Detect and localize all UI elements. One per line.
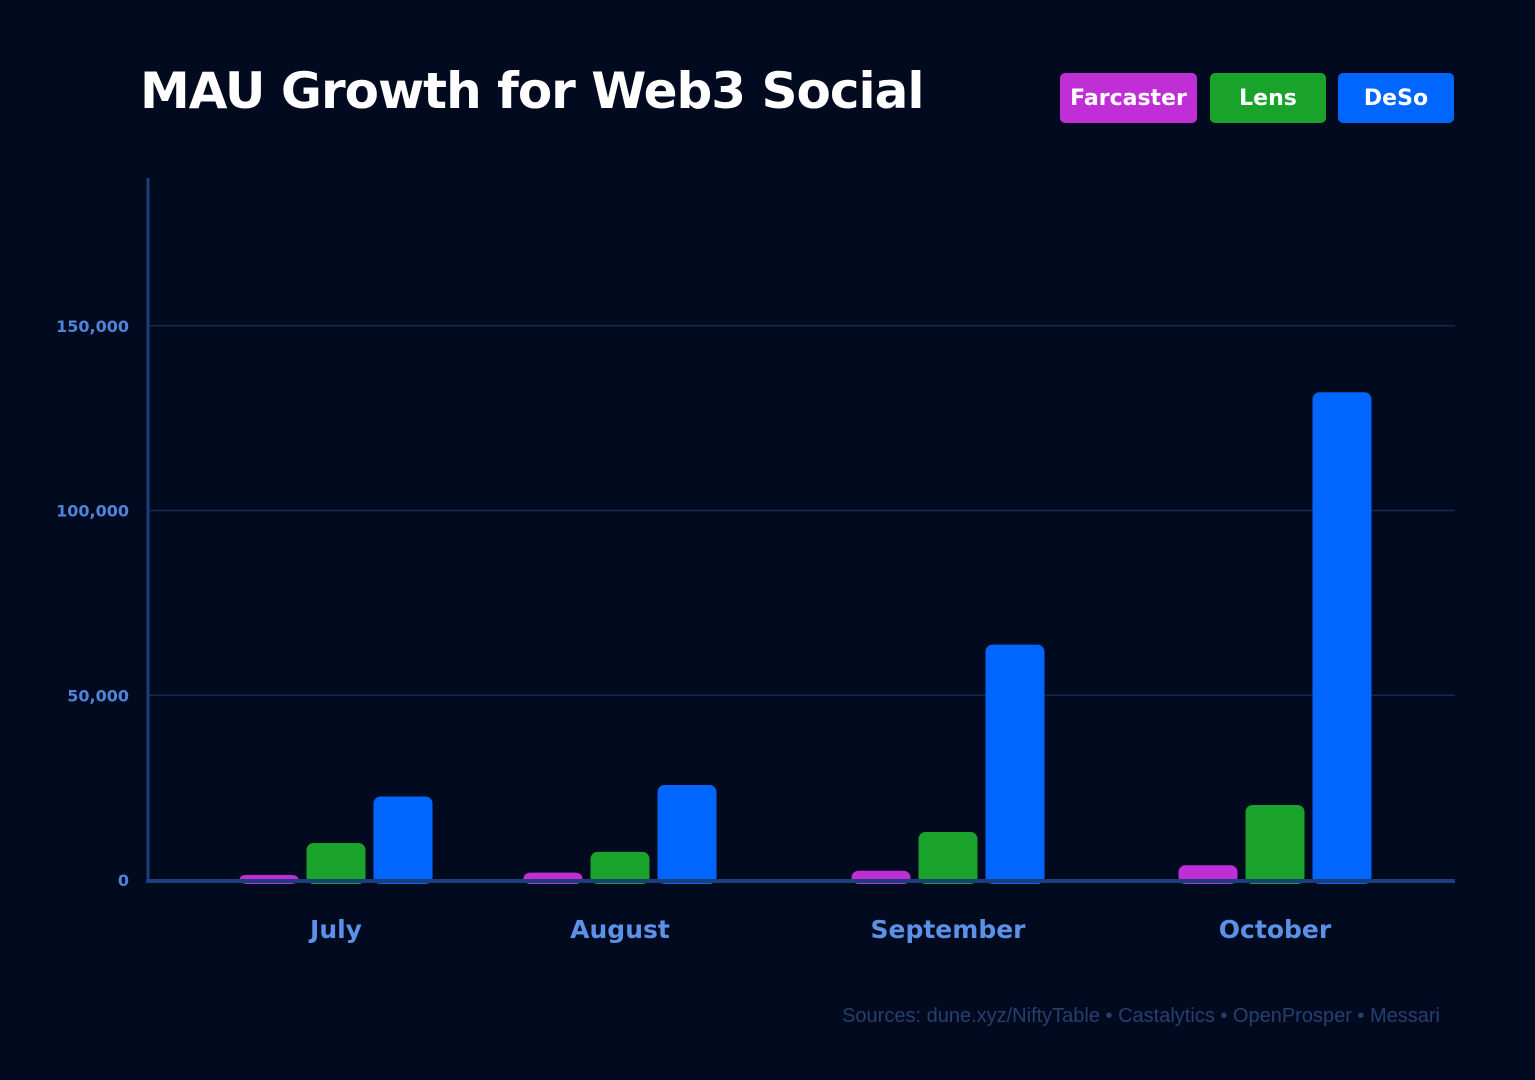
chart-title: MAU Growth for Web3 Social — [140, 62, 925, 120]
bar-deso-july — [373, 796, 433, 884]
x-tick-label: August — [570, 915, 670, 944]
x-tick-label: July — [308, 915, 362, 944]
bar-lens-july — [306, 843, 366, 884]
bar-lens-august — [590, 851, 650, 884]
x-tick-label: October — [1219, 915, 1332, 944]
y-tick-label: 50,000 — [67, 686, 129, 705]
y-tick-label: 0 — [118, 871, 129, 890]
x-tick-label: September — [871, 915, 1027, 944]
legend-lens: Lens — [1210, 73, 1326, 123]
bar-deso-october — [1312, 392, 1372, 884]
bar-lens-october — [1245, 804, 1305, 884]
bar-deso-september — [985, 644, 1045, 884]
bar-lens-september — [918, 831, 978, 884]
legend-deso: DeSo — [1338, 73, 1454, 123]
source-note: Sources: dune.xyz/NiftyTable • Castalyti… — [842, 1005, 1440, 1027]
y-tick-label: 100,000 — [56, 502, 129, 521]
y-tick-label: 150,000 — [56, 317, 129, 336]
bar-deso-august — [657, 785, 717, 884]
legend-farcaster: Farcaster — [1060, 73, 1197, 123]
